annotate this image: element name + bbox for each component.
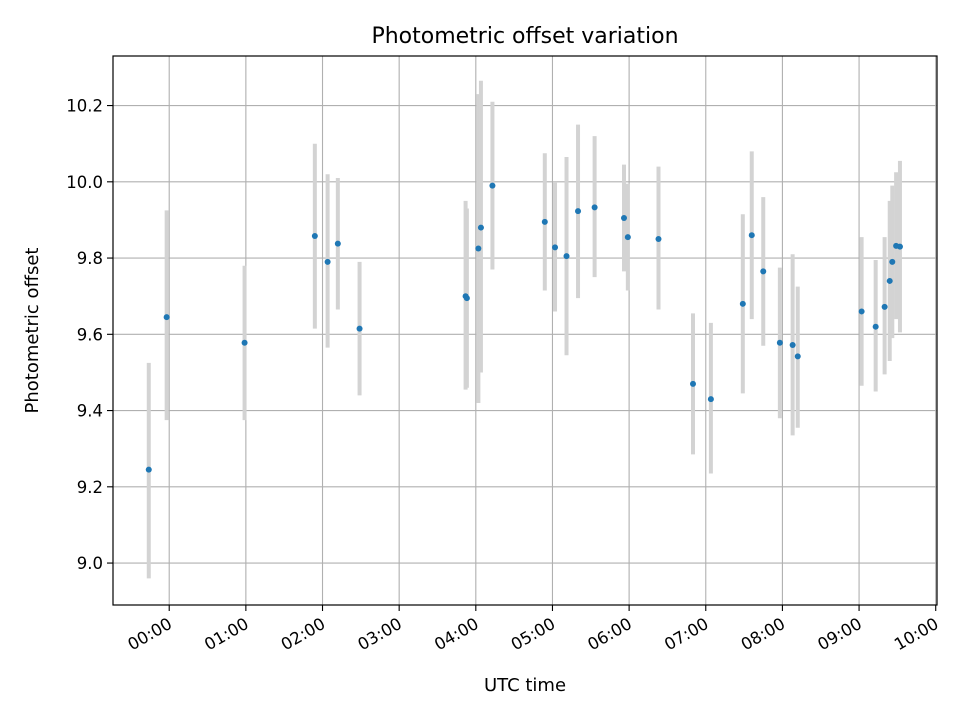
data-point (145, 466, 152, 473)
data-point (789, 341, 796, 348)
data-point (760, 268, 767, 275)
y-tick-label: 9.8 (77, 249, 103, 268)
data-point (475, 245, 482, 252)
data-point (655, 236, 662, 242)
data-point (794, 353, 801, 360)
x-tick-label: 07:00 (661, 614, 712, 654)
data-point (241, 339, 248, 346)
y-tick-label: 9.4 (77, 402, 103, 421)
data-point (477, 224, 484, 231)
data-point (886, 277, 893, 284)
data-point (621, 215, 628, 222)
x-tick-label: 05:00 (508, 614, 559, 654)
data-point (776, 339, 783, 346)
data-point (463, 295, 470, 302)
x-tick-label: 06:00 (584, 614, 635, 654)
data-point (896, 243, 903, 250)
y-tick-label: 9.6 (77, 325, 103, 344)
plot-frame (112, 55, 938, 606)
data-point (707, 396, 714, 403)
y-tick-label: 9.2 (77, 478, 103, 497)
x-axis-label: UTC time (484, 675, 566, 696)
data-point (552, 244, 559, 251)
data-point (748, 232, 755, 239)
data-point (489, 182, 496, 189)
x-tick-label: 09:00 (814, 614, 865, 654)
data-point (689, 380, 696, 387)
chart-title: Photometric offset variation (371, 24, 678, 49)
data-point (311, 232, 318, 239)
data-point (624, 234, 631, 241)
x-axis-ticks: 00:00 01:00 02:00 03:00 04:00 05:00 06:00 07:00… (125, 605, 942, 654)
data-point (889, 258, 896, 265)
data-point (163, 314, 170, 321)
data-point (334, 240, 341, 247)
data-point (881, 303, 888, 310)
data-point (739, 300, 746, 307)
x-tick-label: 01:00 (201, 614, 252, 654)
data-points (145, 182, 903, 473)
data-point (324, 258, 331, 265)
y-axis-ticks: 9.0 9.2 9.4 9.6 9.8 10.0 10.2 (66, 97, 113, 573)
y-tick-label: 9.0 (77, 554, 103, 573)
x-tick-label: 02:00 (278, 614, 329, 654)
y-axis-label: Photometric offset (22, 248, 43, 414)
data-point (356, 325, 363, 332)
data-point (541, 218, 548, 225)
x-tick-label: 04:00 (431, 614, 482, 654)
x-tick-label: 03:00 (354, 614, 405, 654)
data-point (872, 323, 879, 330)
y-tick-label: 10.0 (66, 173, 103, 192)
data-point (858, 308, 865, 315)
data-point (575, 208, 582, 215)
x-tick-label: 00:00 (125, 614, 176, 654)
x-tick-label: 08:00 (738, 614, 789, 654)
y-tick-label: 10.2 (66, 97, 103, 116)
error-bars (146, 80, 902, 579)
data-point (563, 253, 570, 260)
data-point (591, 204, 598, 211)
x-tick-label: 10:00 (891, 614, 942, 654)
grid (113, 56, 937, 605)
